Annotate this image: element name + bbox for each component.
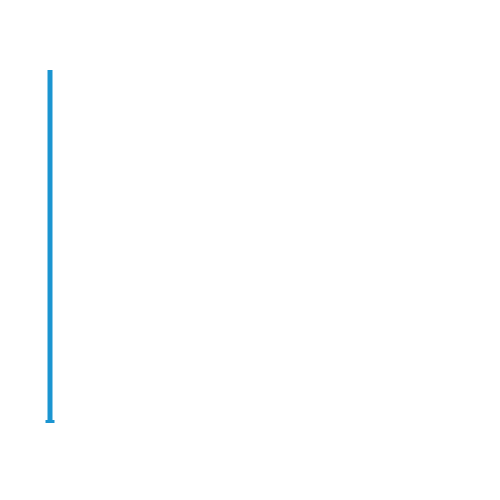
rack-diagram <box>0 0 500 500</box>
upright-post <box>48 70 53 420</box>
upright-foot <box>46 420 55 423</box>
